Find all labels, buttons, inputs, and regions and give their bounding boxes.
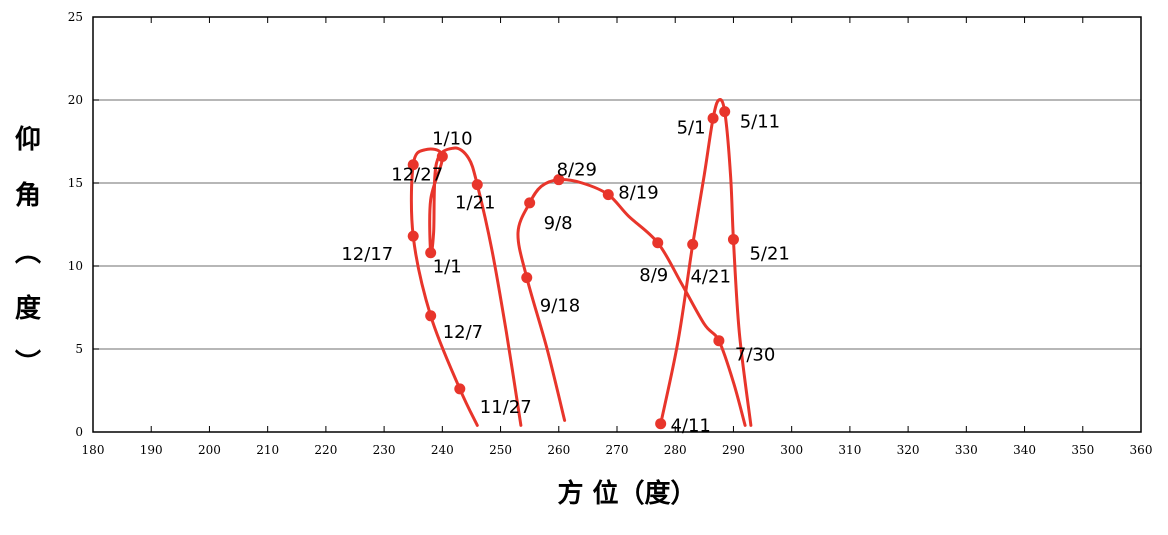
y-tick-label-0: 0 [75, 425, 83, 439]
data-label-9-8: 9/8 [544, 213, 573, 234]
y-tick-label-25: 25 [68, 10, 83, 24]
data-label-5-11: 5/11 [740, 112, 780, 133]
data-point-1-21 [471, 179, 483, 191]
x-tick-label-320: 320 [897, 443, 920, 457]
x-tick-label-230: 230 [373, 443, 396, 457]
x-tick-label-240: 240 [431, 443, 454, 457]
x-tick-label-280: 280 [664, 443, 687, 457]
data-point-7-30 [713, 335, 725, 347]
y-tick-label-10: 10 [68, 259, 83, 273]
x-tick-label-330: 330 [955, 443, 978, 457]
data-label-5-1: 5/1 [677, 117, 706, 138]
plot-area [92, 16, 1142, 433]
x-tick-label-190: 190 [140, 443, 163, 457]
data-label-1-1: 1/1 [433, 257, 462, 278]
x-tick-label-180: 180 [82, 443, 105, 457]
series-2-line [516, 178, 747, 427]
data-point-1-1 [425, 247, 437, 259]
data-label-9-18: 9/18 [540, 296, 580, 317]
data-point-8-19 [602, 189, 614, 201]
x-tick-label-200: 200 [198, 443, 221, 457]
data-label-4-21: 4/21 [690, 266, 730, 287]
data-point-9-18 [521, 272, 533, 284]
x-tick-label-260: 260 [547, 443, 570, 457]
data-label-11-27: 11/27 [480, 397, 532, 418]
data-label-1-21: 1/21 [455, 193, 495, 214]
series-3-line [659, 98, 753, 427]
data-label-8-29: 8/29 [557, 160, 597, 181]
data-point-12-17 [407, 230, 419, 242]
axis-ticks: 180 190 200 210 220 230 240 250 260 270 280 290 300 3… [68, 10, 1153, 457]
data-point-5-1 [707, 112, 719, 124]
data-point-4-21 [687, 238, 699, 250]
data-point-11-27 [454, 383, 466, 395]
y-axis-title-char-2: 角 [15, 180, 41, 211]
data-label-12-27: 12/27 [391, 165, 443, 186]
data-label-4-11: 4/11 [670, 416, 710, 437]
data-label-1-10: 1/10 [432, 128, 472, 149]
y-axis-title: 仰角 ︵ 度 ︶ [15, 124, 41, 379]
data-point-5-21 [727, 233, 739, 245]
x-tick-label-210: 210 [256, 443, 279, 457]
y-tick-label-15: 15 [68, 176, 83, 190]
data-point-9-8 [524, 197, 536, 209]
y-axis-title-char-1: 仰 [15, 124, 41, 155]
y-tick-label-5: 5 [75, 342, 83, 356]
data-markers [407, 106, 739, 430]
data-label-5-21: 5/21 [749, 243, 789, 264]
data-point-8-29 [553, 174, 565, 186]
x-tick-label-270: 270 [606, 443, 629, 457]
x-tick-label-250: 250 [489, 443, 512, 457]
x-tick-label-360: 360 [1130, 443, 1153, 457]
series-1-line [409, 146, 523, 427]
x-tick-label-290: 290 [722, 443, 745, 457]
x-tick-label-310: 310 [838, 443, 861, 457]
x-tick-label-350: 350 [1071, 443, 1094, 457]
y-axis-title-char-4: 度 [15, 293, 41, 324]
data-label-12-7: 12/7 [443, 322, 483, 343]
data-point-4-11 [655, 418, 667, 430]
data-point-8-9 [652, 237, 664, 249]
data-point-5-11 [719, 106, 731, 118]
data-label-8-9: 8/9 [639, 265, 668, 286]
data-point-12-7 [425, 310, 437, 322]
x-tick-label-340: 340 [1013, 443, 1036, 457]
y-axis-title-char-3: ︵ [15, 238, 41, 268]
data-labels: 11/27 12/7 12/17 12/27 1/1 1/10 1/21 9/18 9/8 8/2… [341, 112, 790, 437]
x-tick-label-300: 300 [780, 443, 803, 457]
grid-lines [93, 99, 1141, 350]
y-tick-label-20: 20 [68, 93, 83, 107]
x-axis-title: 方 位（度） [557, 478, 696, 509]
y-axis-title-char-5: ︶ [15, 349, 41, 379]
data-label-12-17: 12/17 [341, 244, 393, 265]
data-point-1-10 [436, 150, 448, 162]
x-tick-label-220: 220 [314, 443, 337, 457]
data-label-7-30: 7/30 [735, 345, 775, 366]
data-label-8-19: 8/19 [618, 183, 658, 204]
data-point-12-27 [407, 159, 419, 171]
